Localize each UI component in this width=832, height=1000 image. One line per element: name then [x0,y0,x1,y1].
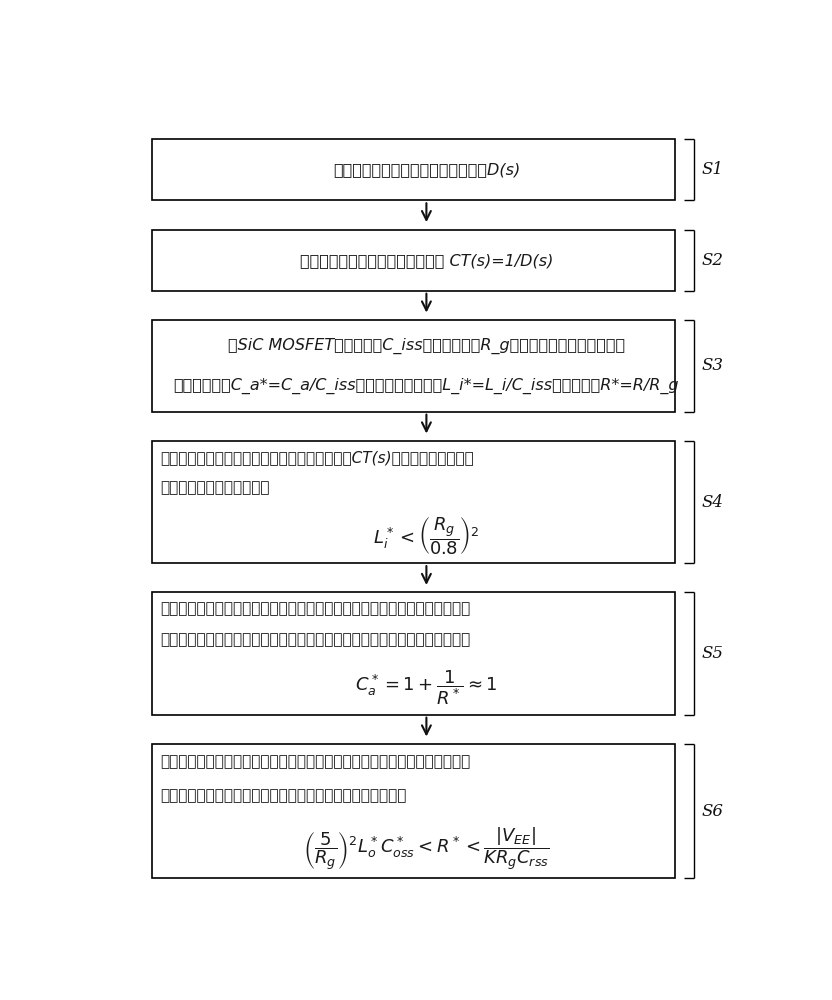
Bar [152,592,675,715]
Text: 驱动回路杂散电感标幺值：: 驱动回路杂散电感标幺值： [161,481,270,496]
Text: 取SiC MOSFET的输入电容C_iss和栅极内电阻R_g为基准值进行参数标幺化：: 取SiC MOSFET的输入电容C_iss和栅极内电阻R_g为基准值进行参数标幺… [228,338,625,354]
Text: S3: S3 [701,357,724,374]
Text: $C_a^* = 1 + \dfrac{1}{R^*} \approx 1$: $C_a^* = 1 + \dfrac{1}{R^*} \approx 1$ [355,668,498,707]
Bar [152,230,675,291]
Text: 验证杂散电感是否足够小，以保证标准二阶系统CT(s)具有足够的阻尼比，: 验证杂散电感是否足够小，以保证标准二阶系统CT(s)具有足够的阻尼比， [161,450,474,465]
Text: 过程，确保辅助并联电容不会过度影响开关速度，设计辅助并联电容标幺值：: 过程，确保辅助并联电容不会过度影响开关速度，设计辅助并联电容标幺值： [161,632,470,647]
Text: $\left(\dfrac{5}{R_g}\right)^2 L_o^* C_{oss}^* < R^* < \dfrac{|V_{EE}|}{KR_g C_{: $\left(\dfrac{5}{R_g}\right)^2 L_o^* C_{… [303,825,550,872]
Text: 标准二阶系统在具备充足的阻尼比前提下，获得适度的、持续时间较短的过渡: 标准二阶系统在具备充足的阻尼比前提下，获得适度的、持续时间较短的过渡 [161,601,470,616]
Text: 并联辅助电容C_a*=C_a/C_iss、驱动回路杂散电感L_i*=L_i/C_iss、驱动电阻R*=R/R_g: 并联辅助电容C_a*=C_a/C_iss、驱动回路杂散电感L_i*=L_i/C_… [174,378,679,394]
Bar [152,441,675,563]
Text: 均衡抑制栅源电压的干扰尖峰和干扰振荡，并防止因为驱动回路截止频率过低: 均衡抑制栅源电压的干扰尖峰和干扰振荡，并防止因为驱动回路截止频率过低 [161,755,470,770]
Text: S1: S1 [701,161,724,178]
Bar [152,139,675,200]
Text: S6: S6 [701,803,724,820]
Text: 导致栅源电压变化过缓增大开关损耗，设计驱动电阻标幺值：: 导致栅源电压变化过缓增大开关损耗，设计驱动电阻标幺值： [161,788,407,803]
Text: S2: S2 [701,252,724,269]
Text: 构造干扰路径传递函数的特征多项式D(s): 构造干扰路径传递函数的特征多项式D(s) [333,162,520,177]
Text: 根据特征多项式构造标准二阶系统 CT(s)=1/D(s): 根据特征多项式构造标准二阶系统 CT(s)=1/D(s) [300,253,553,268]
Bar [152,744,675,878]
Text: $L_i^* < \left(\dfrac{R_g}{0.8}\right)^2$: $L_i^* < \left(\dfrac{R_g}{0.8}\right)^2… [373,516,480,557]
Text: S4: S4 [701,494,724,511]
Bar [152,320,675,412]
Text: S5: S5 [701,645,724,662]
